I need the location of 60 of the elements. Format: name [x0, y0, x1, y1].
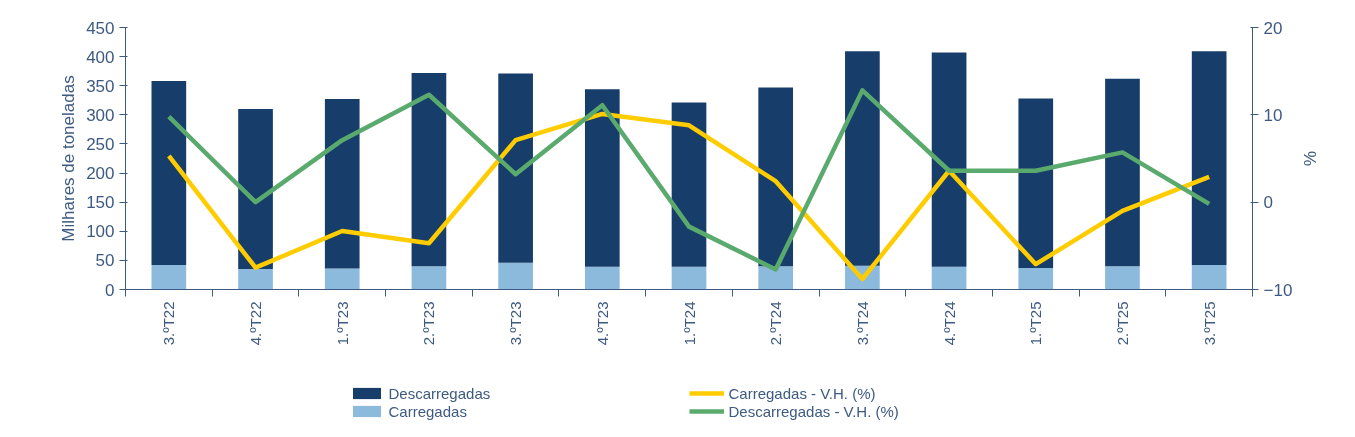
bar: [411, 266, 447, 290]
bar: [931, 52, 967, 267]
x-tick-label: 2.ºT25: [1113, 301, 1131, 346]
bar: [671, 102, 707, 267]
legend-label: Descarregadas: [388, 384, 492, 402]
y-tick-label: 50: [95, 251, 115, 271]
bar: [1018, 98, 1054, 268]
line-series: [166, 88, 1212, 272]
y-tick-label: 200: [86, 164, 115, 184]
x-tick-label: 1.ºT23: [333, 301, 351, 346]
bar: [151, 81, 187, 266]
bar: [758, 266, 794, 290]
bar: [238, 269, 273, 290]
x-tick-label: 3.ºT22: [160, 301, 178, 346]
y2-tick-label: −10: [1263, 280, 1293, 300]
x-tick-label: 1.ºT25: [1027, 301, 1045, 346]
y-tick-label: 450: [86, 18, 115, 38]
y-axis-title: Milhares de toneladas: [59, 75, 79, 242]
x-tick-label: 3.ºT23: [507, 301, 525, 346]
y-tick-label: 0: [105, 280, 115, 300]
y2-tick-label: 20: [1263, 18, 1283, 38]
bar: [498, 262, 533, 290]
y-tick-label: 250: [86, 134, 115, 154]
x-tick-label: 1.ºT24: [680, 301, 698, 346]
y2-tick-label: 10: [1263, 105, 1283, 125]
legend-label: Carregadas - V.H. (%): [728, 384, 877, 402]
bar: [1191, 265, 1227, 290]
x-tick-label: 3.ºT25: [1200, 301, 1218, 346]
bar: [324, 99, 360, 269]
bar: [1191, 51, 1227, 266]
x-tick-label: 4.ºT23: [593, 301, 611, 346]
bar: [1105, 266, 1140, 290]
x-tick-label: 4.ºT24: [940, 301, 958, 346]
bar: [671, 266, 707, 290]
bar: [1018, 267, 1054, 290]
y-tick-label: 100: [86, 222, 115, 242]
bar: [411, 72, 447, 267]
bar: [238, 109, 273, 270]
y2-axis-title: %: [1300, 150, 1320, 167]
y-tick-label: 300: [86, 105, 115, 125]
bar: [1105, 78, 1140, 267]
y-tick-label: 150: [86, 193, 115, 213]
y2-tick-label: 0: [1263, 193, 1273, 213]
x-tick-label: 2.ºT23: [420, 301, 438, 346]
x-tick-label: 2.ºT24: [767, 301, 785, 346]
legend-label: Carregadas: [388, 402, 468, 420]
bar: [758, 87, 794, 267]
line-series: [166, 111, 1212, 282]
y-tick-label: 400: [86, 47, 115, 67]
y-tick-label: 350: [86, 76, 115, 96]
bar: [498, 73, 533, 263]
bar: [931, 266, 967, 290]
legend-label: Descarregadas - V.H. (%): [728, 402, 900, 420]
x-tick-label: 3.ºT24: [853, 301, 871, 346]
bar: [584, 89, 620, 267]
x-tick-label: 4.ºT22: [247, 301, 265, 346]
bar: [151, 265, 187, 290]
bar: [584, 266, 620, 290]
bar: [845, 51, 880, 266]
bar: [324, 268, 360, 290]
